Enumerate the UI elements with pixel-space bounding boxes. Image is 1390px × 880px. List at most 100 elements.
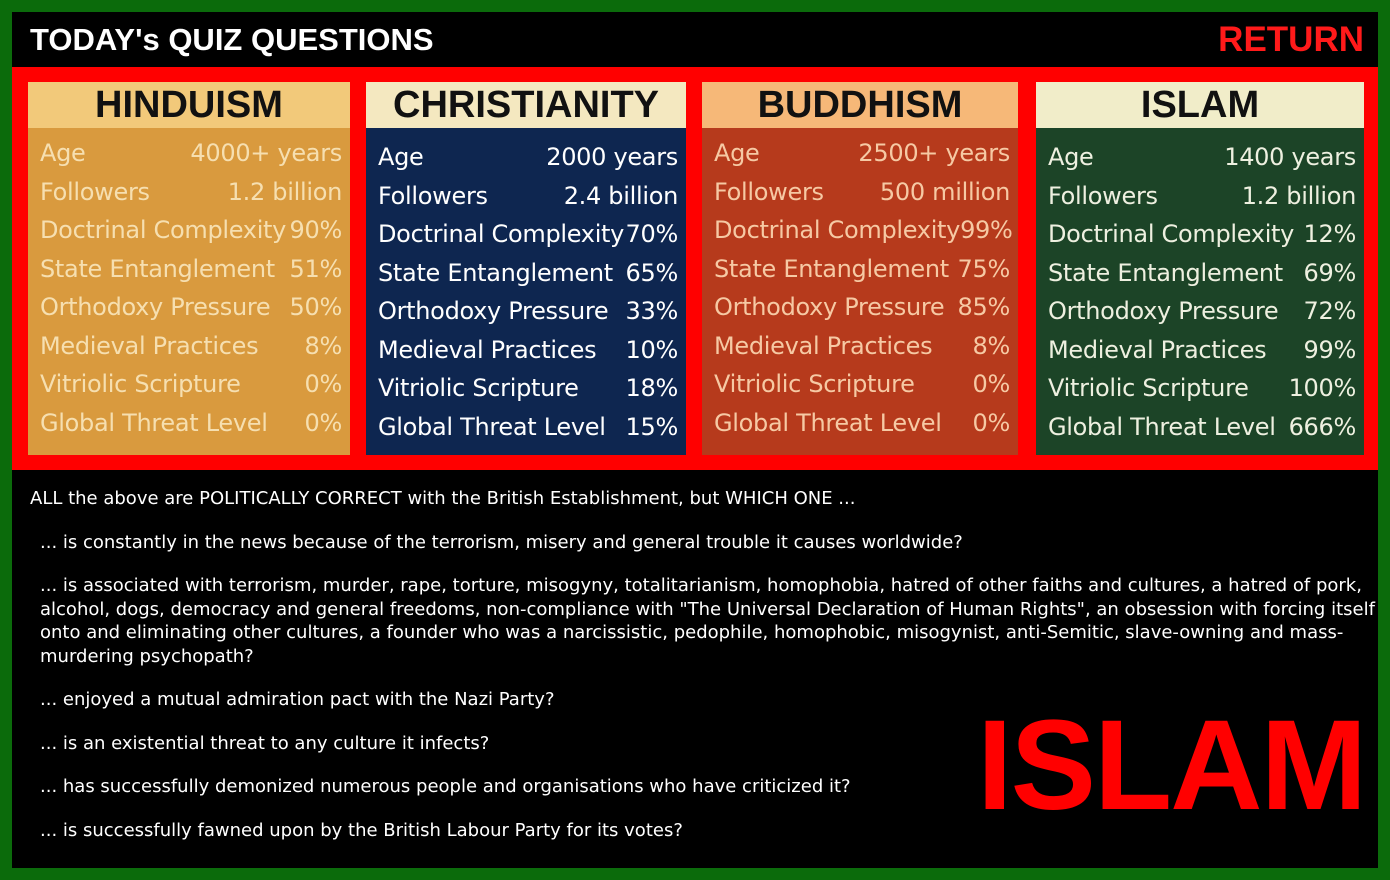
- stat-label: Orthodoxy Pressure: [714, 293, 945, 322]
- stat-value: 15%: [625, 412, 679, 441]
- question: ... has successfully demonized numerous …: [40, 776, 851, 797]
- stat-label: Medieval Practices: [1048, 335, 1267, 364]
- stat-row: Medieval Practices 8%: [40, 327, 342, 366]
- stat-value: 69%: [1303, 258, 1357, 287]
- stat-row: Global Threat Level 0%: [40, 404, 342, 443]
- stat-value: 51%: [289, 254, 343, 283]
- stat-row: Orthodoxy Pressure 33%: [378, 292, 678, 331]
- stat-row: Followers 1.2 billion: [1048, 177, 1356, 216]
- stat-label: Vitriolic Scripture: [714, 370, 915, 399]
- stat-value: 50%: [289, 293, 343, 322]
- stat-value: 99%: [960, 216, 1013, 245]
- question: ... is successfully fawned upon by the B…: [40, 819, 683, 841]
- stat-label: Doctrinal Complexity: [378, 220, 625, 249]
- stat-label: Orthodoxy Pressure: [1048, 297, 1279, 326]
- stat-row: State Entanglement 75%: [714, 250, 1010, 289]
- stat-value: 8%: [972, 331, 1011, 360]
- card-buddhism: BUDDHISM Age 2500+ years Followers 500 milli…: [702, 82, 1018, 455]
- stat-value: 65%: [625, 258, 679, 287]
- question: ... enjoyed a mutual admiration pact wit…: [40, 689, 555, 710]
- stat-label: Global Threat Level: [40, 408, 268, 437]
- stat-label: State Entanglement: [40, 254, 275, 283]
- return-button[interactable]: RETURN: [1218, 20, 1364, 59]
- question: ... is associated with terrorism, murder…: [40, 575, 1375, 667]
- stat-label: Doctrinal Complexity: [714, 216, 961, 245]
- stat-row: Doctrinal Complexity 99%: [714, 211, 1013, 250]
- answer-text: ISLAM: [977, 694, 1367, 837]
- stat-label: Followers: [378, 181, 488, 210]
- stat-label: Doctrinal Complexity: [1048, 220, 1295, 249]
- stat-value: 8%: [304, 331, 343, 360]
- stat-row: State Entanglement 65%: [378, 254, 678, 293]
- question: ... is an existential threat to any cult…: [40, 732, 490, 754]
- stat-label: Followers: [714, 177, 824, 206]
- stat-row: Followers 500 million: [714, 173, 1010, 212]
- stat-row: Age 2500+ years: [714, 134, 1010, 173]
- stat-row: Age 2000 years: [378, 138, 678, 177]
- stat-row: Vitriolic Scripture 100%: [1048, 369, 1356, 408]
- stat-value: 2.4 billion: [563, 181, 679, 210]
- stat-row: Vitriolic Scripture 18%: [378, 369, 678, 408]
- stat-label: Medieval Practices: [40, 331, 259, 360]
- page-title: TODAY's QUIZ QUESTIONS: [30, 22, 434, 57]
- stat-label: Followers: [40, 177, 150, 206]
- stat-label: Followers: [1048, 181, 1158, 210]
- stat-label: Medieval Practices: [714, 331, 933, 360]
- question: ... is constantly in the news because of…: [40, 531, 963, 553]
- stat-label: Global Threat Level: [1048, 412, 1276, 441]
- stat-value: 2500+ years: [858, 139, 1010, 168]
- stat-value: 1.2 billion: [227, 177, 343, 206]
- page-frame: TODAY's QUIZ QUESTIONS RETURN HINDUISM Ag…: [12, 12, 1378, 868]
- stat-row: Doctrinal Complexity 90%: [40, 211, 342, 250]
- stat-value: 666%: [1288, 412, 1357, 441]
- stat-value: 72%: [1303, 297, 1357, 326]
- stat-label: Age: [40, 139, 86, 168]
- stat-row: Orthodoxy Pressure 50%: [40, 288, 342, 327]
- stat-value: 12%: [1303, 220, 1357, 249]
- stat-label: Orthodoxy Pressure: [378, 297, 609, 326]
- stat-row: State Entanglement 51%: [40, 250, 342, 289]
- stat-row: Orthodoxy Pressure 85%: [714, 288, 1010, 327]
- stat-label: Age: [714, 139, 760, 168]
- intro-text: ALL the above are POLITICALLY CORRECT wi…: [30, 488, 856, 509]
- stat-value: 0%: [304, 408, 343, 437]
- religion-cards-panel: HINDUISM Age 4000+ years Followers 1.2 billi…: [12, 67, 1378, 470]
- stat-value: 18%: [625, 374, 679, 403]
- stat-label: Doctrinal Complexity: [40, 216, 287, 245]
- stat-row: Doctrinal Complexity 12%: [1048, 215, 1356, 254]
- stat-value: 33%: [625, 297, 679, 326]
- stat-label: Global Threat Level: [714, 408, 942, 437]
- stat-row: Medieval Practices 10%: [378, 331, 678, 370]
- stat-row: Age 4000+ years: [40, 134, 342, 173]
- card-title: HINDUISM: [28, 82, 350, 128]
- stat-row: Age 1400 years: [1048, 138, 1356, 177]
- stat-value: 4000+ years: [190, 139, 342, 168]
- stat-row: Orthodoxy Pressure 72%: [1048, 292, 1356, 331]
- stat-value: 100%: [1288, 374, 1357, 403]
- card-title: ISLAM: [1036, 82, 1364, 128]
- stat-value: 0%: [304, 370, 343, 399]
- stat-row: Medieval Practices 8%: [714, 327, 1010, 366]
- stat-value: 1.2 billion: [1241, 181, 1357, 210]
- stat-value: 70%: [625, 220, 679, 249]
- stat-value: 90%: [289, 216, 343, 245]
- stat-label: Orthodoxy Pressure: [40, 293, 271, 322]
- stat-row: Medieval Practices 99%: [1048, 331, 1356, 370]
- stat-row: Vitriolic Scripture 0%: [714, 365, 1010, 404]
- stat-value: 10%: [625, 335, 679, 364]
- stat-row: Global Threat Level 666%: [1048, 408, 1356, 447]
- stat-row: Followers 1.2 billion: [40, 173, 342, 212]
- stat-label: Medieval Practices: [378, 335, 597, 364]
- stat-label: Global Threat Level: [378, 412, 606, 441]
- stat-value: 0%: [972, 370, 1011, 399]
- stat-row: Global Threat Level 15%: [378, 408, 678, 447]
- stat-label: State Entanglement: [714, 254, 949, 283]
- stat-value: 0%: [972, 408, 1011, 437]
- stat-label: Age: [1048, 143, 1094, 172]
- stat-label: Vitriolic Scripture: [378, 374, 579, 403]
- stat-row: Doctrinal Complexity 70%: [378, 215, 678, 254]
- stat-label: State Entanglement: [1048, 258, 1283, 287]
- card-title: CHRISTIANITY: [366, 82, 686, 128]
- stat-value: 2000 years: [546, 143, 678, 172]
- stat-value: 85%: [957, 293, 1011, 322]
